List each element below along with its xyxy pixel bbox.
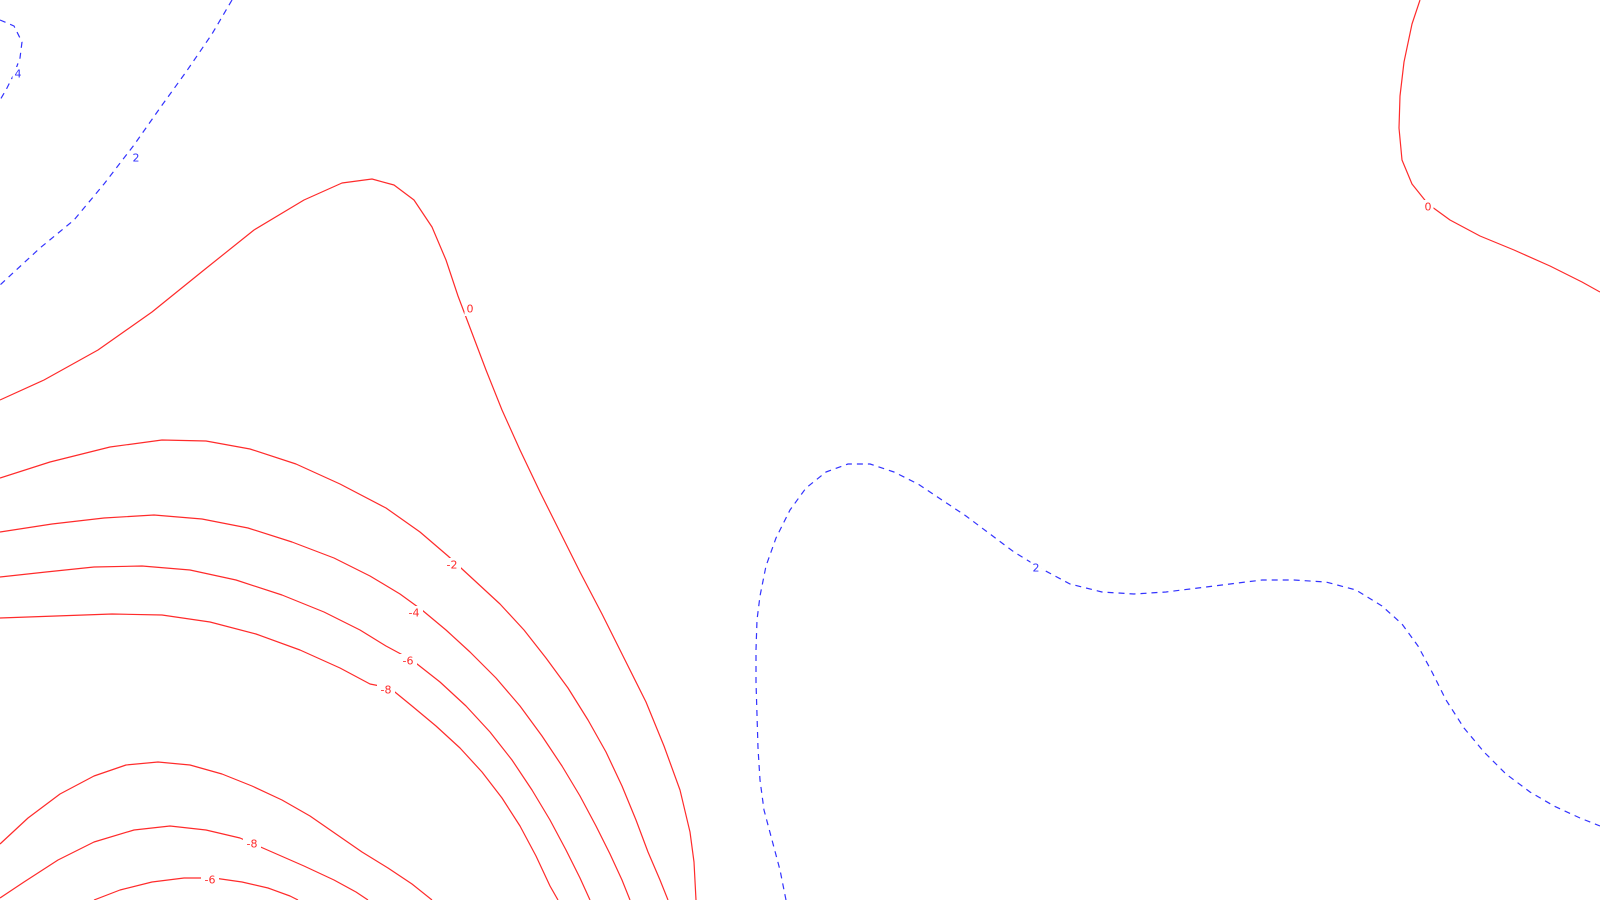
contour-label-group: -6 — [399, 654, 417, 668]
contour-label: 2 — [1033, 562, 1040, 575]
contour-label: 0 — [467, 303, 474, 316]
contour-line-level-neg2-4 — [0, 439, 669, 900]
contour-label: -8 — [381, 684, 392, 697]
contour-label-group: 4 — [12, 67, 24, 81]
contour-label: 2 — [133, 152, 140, 165]
contour-label-background — [464, 302, 476, 316]
contour-label: 4 — [15, 68, 22, 81]
contour-label-background — [443, 558, 461, 572]
contour-label-background — [405, 606, 423, 620]
contour-label-group: -2 — [443, 558, 461, 572]
contour-line-level-4-0 — [0, 19, 23, 101]
contour-label-group: -8 — [243, 837, 261, 851]
contour-line-level-0-3 — [1398, 0, 1600, 293]
contour-label-background — [399, 654, 417, 668]
contour-label: -2 — [447, 559, 458, 572]
contour-label-background — [243, 837, 261, 851]
contour-label: 0 — [1425, 201, 1432, 214]
contour-label-background — [1422, 200, 1434, 214]
contour-line-level-neg6-6 — [0, 565, 591, 900]
contour-line-level-neg8-9 — [0, 761, 433, 900]
contour-label-group: 2 — [130, 151, 142, 165]
contour-label-group: -8 — [377, 683, 395, 697]
contour-line-level-2-1 — [0, 0, 233, 286]
contour-line-level-0-2 — [0, 178, 697, 900]
contour-label-background — [377, 683, 395, 697]
contour-label-background — [12, 67, 24, 81]
contour-line-level-neg4-5 — [0, 514, 631, 900]
contour-line-level-2-8 — [755, 463, 1600, 900]
contour-label-group: 2 — [1030, 561, 1042, 575]
contour-label-group: -6 — [201, 873, 219, 887]
contour-label: -8 — [247, 838, 258, 851]
contour-labels-layer: 4 2 0 0 -2 -4 -6 -8 2 -8 -6 — [12, 67, 1434, 887]
contour-label-background — [201, 873, 219, 887]
contour-label: -6 — [403, 655, 414, 668]
contour-label-group: -4 — [405, 606, 423, 620]
contour-label: -4 — [409, 607, 420, 620]
contour-label-background — [1030, 561, 1042, 575]
contour-label: -6 — [205, 874, 216, 887]
contour-label-group: 0 — [1422, 200, 1434, 214]
contour-label-background — [130, 151, 142, 165]
contour-line-level-neg6-10 — [0, 825, 369, 900]
contour-label-group: 0 — [464, 302, 476, 316]
